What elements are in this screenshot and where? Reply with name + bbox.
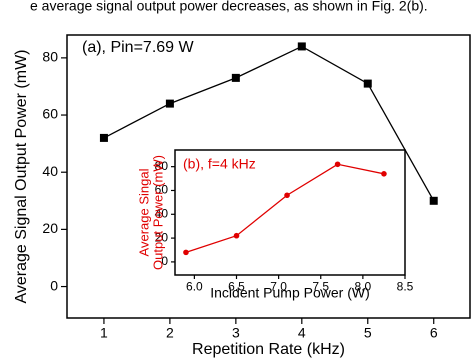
data-point bbox=[429, 196, 438, 205]
data-point bbox=[284, 192, 290, 199]
data-point bbox=[381, 171, 387, 177]
x-tick-label: 2 bbox=[166, 325, 174, 341]
data-point bbox=[363, 79, 372, 88]
x-tick-label: 5 bbox=[364, 325, 372, 341]
x-tick-label: 6.5 bbox=[228, 280, 245, 294]
annotation: (b), f=4 kHz bbox=[183, 156, 256, 172]
y-axis-label: Average Singal bbox=[136, 168, 151, 256]
data-point bbox=[334, 161, 341, 168]
annotation: (a), Pin=7.69 W bbox=[82, 39, 195, 56]
y-tick-label: 40 bbox=[42, 163, 58, 179]
data-point bbox=[233, 232, 240, 239]
x-tick-label: 3 bbox=[232, 325, 240, 341]
x-tick-label: 4 bbox=[298, 325, 306, 341]
y-tick-label: 80 bbox=[155, 159, 169, 173]
data-point bbox=[231, 73, 240, 82]
y-tick-label: 60 bbox=[42, 106, 58, 122]
y-axis-label: Average Signal Output Power (mW) bbox=[13, 49, 30, 303]
x-tick-label: 8.0 bbox=[355, 280, 372, 294]
y-tick-label: 80 bbox=[42, 49, 58, 65]
y-tick-label: 20 bbox=[42, 220, 58, 236]
data-point bbox=[297, 42, 306, 51]
x-tick-label: 7.5 bbox=[312, 280, 329, 294]
x-tick-label: 7.0 bbox=[270, 280, 287, 294]
y-axis-label: Output Power (mW) bbox=[150, 155, 165, 270]
data-point bbox=[99, 133, 108, 142]
data-line bbox=[103, 45, 435, 202]
y-tick-label: 60 bbox=[155, 183, 169, 197]
data-point bbox=[165, 99, 174, 108]
y-tick-label: 20 bbox=[155, 230, 169, 244]
x-tick-label: 1 bbox=[100, 325, 108, 341]
x-axis-label: Incident Pump Power (W) bbox=[210, 285, 370, 301]
y-tick-label: 0 bbox=[50, 277, 58, 293]
caption-fragment: e average signal output power decreases,… bbox=[30, 0, 428, 14]
x-tick-label: 6 bbox=[430, 325, 438, 341]
y-tick-label: 0 bbox=[161, 254, 168, 268]
data-point bbox=[183, 249, 189, 256]
x-tick-label: 8.5 bbox=[397, 280, 414, 294]
x-tick-label: 6.0 bbox=[186, 280, 203, 294]
plot-frame bbox=[66, 34, 471, 319]
x-axis-label: Repetition Rate (kHz) bbox=[192, 341, 345, 358]
y-tick-label: 40 bbox=[155, 206, 169, 220]
